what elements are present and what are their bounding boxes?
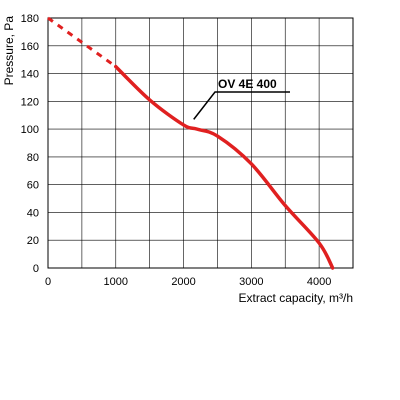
y-tick-label: 0 [33,263,39,275]
curve-solid-segment [114,64,335,270]
x-tick-label: 2000 [171,276,195,288]
series-annotation-label: OV 4E 400 [218,77,277,91]
y-axis-label: Pressure, Pa [2,16,16,86]
y-tick-label: 140 [21,69,39,81]
y-tick-label: 20 [27,235,39,247]
annotation-leader-line [193,91,290,120]
y-tick-labels: 0 20 40 60 80 100 120 140 160 180 [21,13,39,275]
y-tick-label: 40 [27,207,39,219]
y-tick-label: 100 [21,124,39,136]
y-tick-label: 160 [21,41,39,53]
x-axis-label: Extract capacity, m³/h [239,291,353,305]
x-tick-label: 0 [45,276,51,288]
x-tick-labels: 0 1000 2000 3000 4000 [45,276,331,288]
x-tick-label: 1000 [104,276,128,288]
x-tick-label: 4000 [307,276,331,288]
y-tick-label: 80 [27,152,39,164]
y-tick-label: 60 [27,180,39,192]
plot-frame [47,17,354,269]
curve-dashed-segment [47,16,117,68]
x-tick-label: 3000 [239,276,263,288]
y-tick-label: 120 [21,96,39,108]
y-tick-label: 180 [21,13,39,25]
